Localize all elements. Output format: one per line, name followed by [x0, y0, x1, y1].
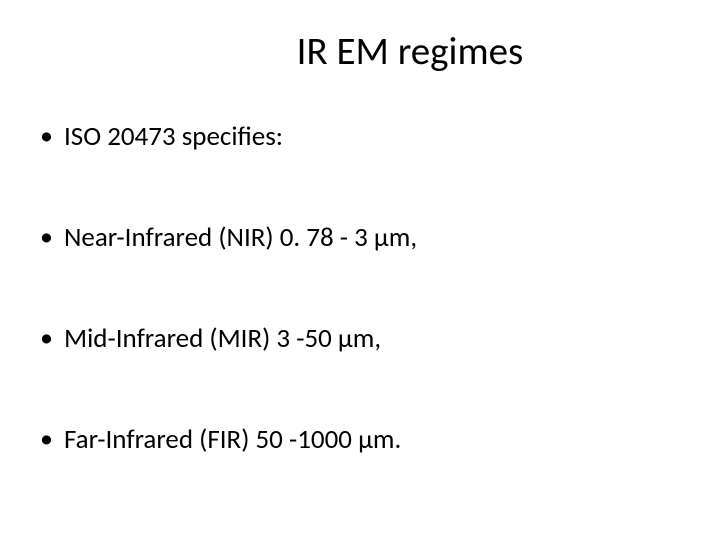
- bullet-item: ISO 20473 specifies:: [38, 119, 686, 154]
- bullet-list: ISO 20473 specifies: Near-Infrared (NIR)…: [34, 119, 686, 457]
- slide-container: IR EM regimes ISO 20473 specifies: Near-…: [0, 0, 720, 540]
- bullet-item: Far-Infrared (FIR) 50 -1000 μm.: [38, 422, 686, 457]
- bullet-item: Mid-Infrared (MIR) 3 -50 μm,: [38, 321, 686, 356]
- bullet-item: Near-Infrared (NIR) 0. 78 - 3 μm,: [38, 220, 686, 255]
- slide-title: IR EM regimes: [34, 28, 686, 75]
